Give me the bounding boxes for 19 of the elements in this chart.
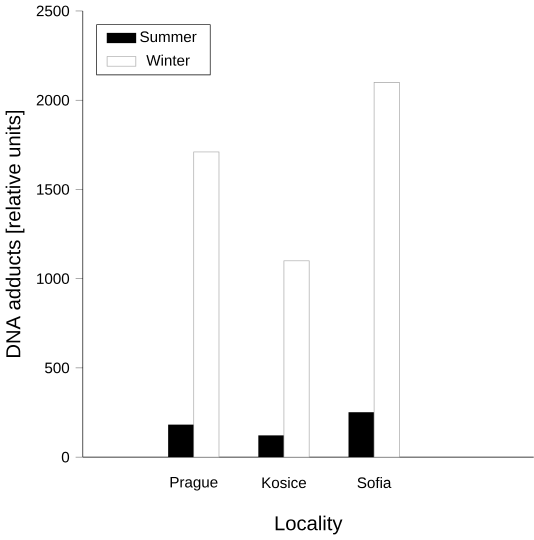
y-tick-label: 2500 <box>36 6 70 16</box>
x-tick-label: Sofia <box>358 476 392 488</box>
legend-label: Summer <box>140 31 196 42</box>
y-tick-label: 1500 <box>37 184 70 195</box>
y-tick-label: 2000 <box>36 94 70 106</box>
bar <box>284 260 310 458</box>
y-tick-label: 0 <box>62 452 70 462</box>
x-tick-label: Prague <box>170 476 218 491</box>
bar <box>374 82 400 458</box>
y-tick-label: 1000 <box>37 273 70 284</box>
x-tick-label: Kosice <box>262 476 306 488</box>
y-axis-title: DNA adducts [relative units] <box>6 110 24 357</box>
y-tick-label: 500 <box>44 362 70 374</box>
bar <box>193 152 220 458</box>
x-axis-title: Locality <box>276 516 342 534</box>
legend-label: Winter <box>146 54 190 66</box>
bar <box>258 435 284 458</box>
bar <box>168 424 194 458</box>
bar <box>348 412 374 458</box>
